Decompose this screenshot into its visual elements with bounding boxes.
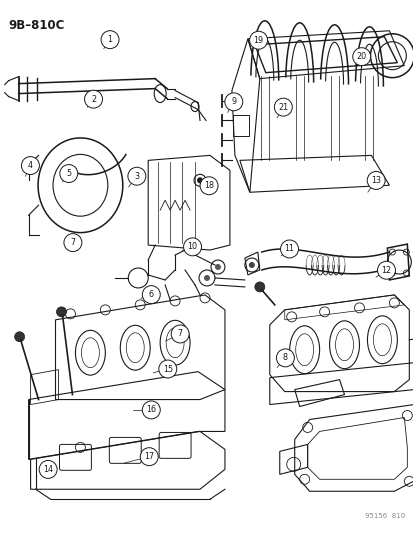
Text: 14: 14 <box>43 465 53 474</box>
Circle shape <box>276 349 294 367</box>
Circle shape <box>159 360 176 378</box>
Text: 4: 4 <box>28 161 33 170</box>
Circle shape <box>39 461 57 479</box>
Circle shape <box>274 98 292 116</box>
Text: 12: 12 <box>380 266 391 274</box>
Circle shape <box>64 233 82 252</box>
Text: 9B–810C: 9B–810C <box>9 19 65 32</box>
Text: 3: 3 <box>134 172 139 181</box>
Text: 7: 7 <box>70 238 75 247</box>
Circle shape <box>56 307 66 317</box>
Circle shape <box>183 238 201 256</box>
Circle shape <box>14 332 24 342</box>
Text: 20: 20 <box>356 52 366 61</box>
Text: 1: 1 <box>107 35 112 44</box>
Circle shape <box>280 240 298 258</box>
Circle shape <box>142 286 160 304</box>
Circle shape <box>199 177 218 195</box>
Circle shape <box>366 172 384 189</box>
Text: 9: 9 <box>231 98 236 106</box>
Text: 8: 8 <box>282 353 287 362</box>
Circle shape <box>171 325 189 343</box>
Circle shape <box>59 165 78 182</box>
Text: 21: 21 <box>278 103 288 111</box>
Text: 15: 15 <box>162 365 173 374</box>
Text: 16: 16 <box>146 406 156 415</box>
Circle shape <box>140 448 158 466</box>
Circle shape <box>128 167 145 185</box>
Circle shape <box>204 275 209 281</box>
Text: 17: 17 <box>144 452 154 461</box>
Text: 95156  810: 95156 810 <box>364 513 404 519</box>
Text: 11: 11 <box>284 245 294 254</box>
Text: 6: 6 <box>148 290 153 299</box>
Text: 2: 2 <box>91 95 96 103</box>
Text: 10: 10 <box>187 243 197 252</box>
Text: 19: 19 <box>253 36 263 45</box>
Text: 7: 7 <box>177 329 182 338</box>
Circle shape <box>101 31 119 49</box>
Text: 13: 13 <box>370 176 380 185</box>
Circle shape <box>248 262 254 268</box>
Circle shape <box>249 31 267 49</box>
Circle shape <box>377 261 394 279</box>
Circle shape <box>214 264 221 270</box>
Circle shape <box>224 93 242 111</box>
Circle shape <box>197 177 202 183</box>
Circle shape <box>84 90 102 108</box>
Circle shape <box>352 47 370 66</box>
Circle shape <box>254 282 264 292</box>
Text: 18: 18 <box>204 181 214 190</box>
Circle shape <box>21 157 39 174</box>
Text: 5: 5 <box>66 169 71 178</box>
Circle shape <box>142 401 160 419</box>
